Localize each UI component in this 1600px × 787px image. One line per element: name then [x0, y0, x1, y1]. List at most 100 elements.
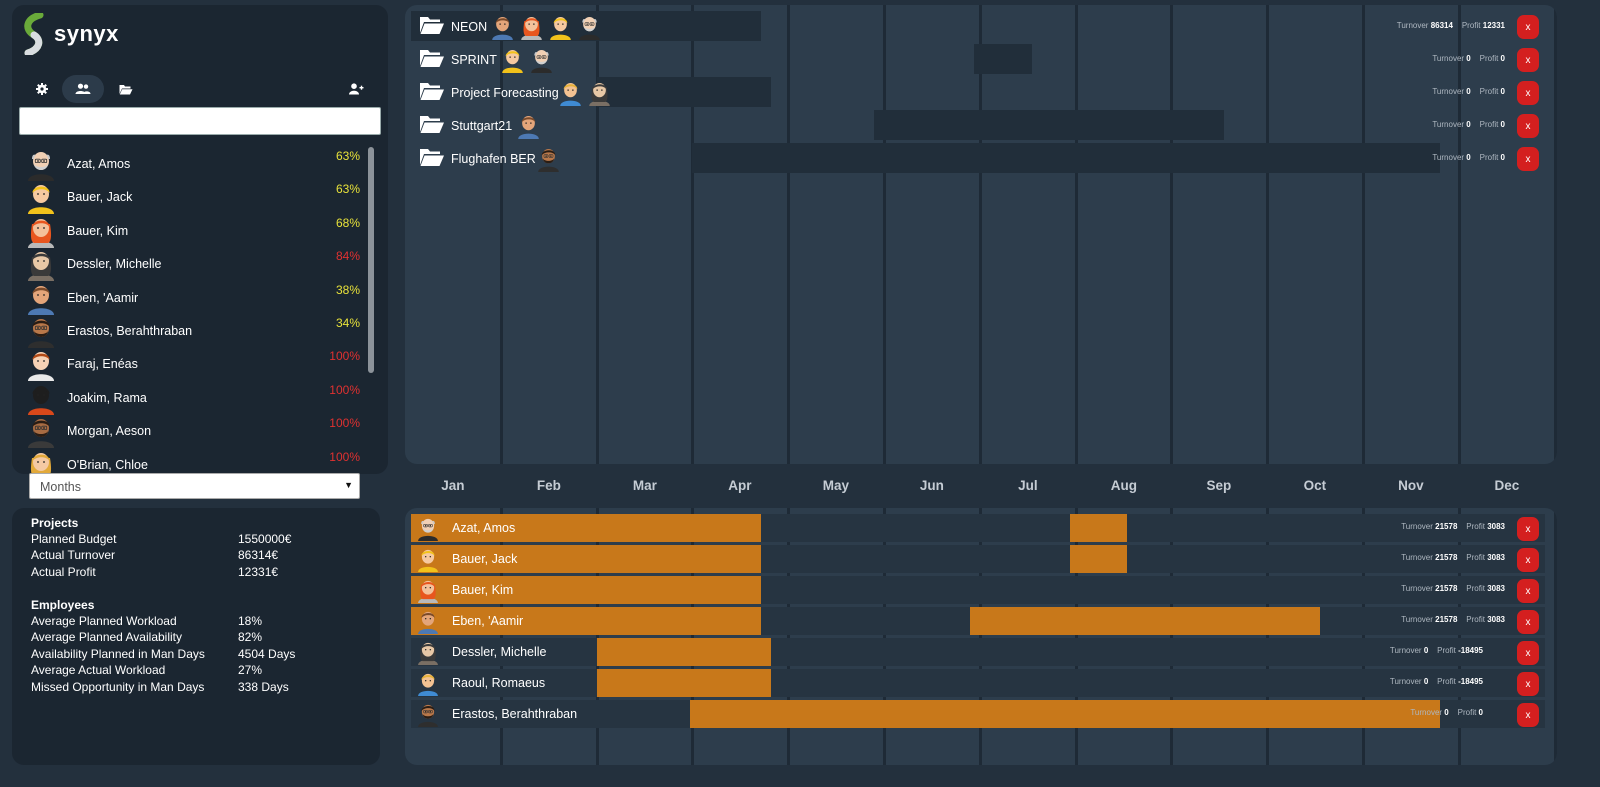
employee-list-item[interactable]: Dessler, Michelle 84% — [12, 247, 374, 282]
remove-project-button[interactable]: x — [1517, 147, 1539, 171]
employees-button[interactable] — [62, 75, 104, 103]
project-row[interactable]: Flughafen BER Turnover 0 Profit 0 x — [405, 143, 1557, 173]
stat-label: Actual Turnover — [31, 548, 116, 563]
remove-project-button[interactable]: x — [1517, 48, 1539, 72]
project-team-avatars — [489, 13, 603, 40]
employee-list-item[interactable]: Erastos, Berahthraban 34% — [12, 314, 374, 348]
scrollbar-thumb[interactable] — [368, 147, 374, 373]
assignment-row[interactable]: Erastos, Berahthraban Turnover 0 Profit 0… — [405, 700, 1557, 728]
project-timeline-bar[interactable] — [874, 110, 1224, 140]
project-financials: Turnover 0 Profit 0 — [1432, 54, 1505, 63]
assignment-timeline-bar[interactable] — [411, 576, 761, 604]
employee-name: Eben, 'Aamir — [67, 290, 139, 305]
assignment-employee-name: Erastos, Berahthraban — [452, 707, 578, 721]
turnover-value: 86314 — [1430, 21, 1453, 30]
sidebar-toolbar — [18, 73, 382, 105]
assignment-row[interactable]: Eben, 'Aamir Turnover 21578 Profit 3083 x — [405, 607, 1557, 635]
remove-project-button[interactable]: x — [1517, 114, 1539, 138]
stat-value: 86314€ — [238, 548, 279, 563]
remove-assignment-button[interactable]: x — [1517, 672, 1539, 696]
employee-name: Bauer, Kim — [67, 223, 129, 238]
month-gridline — [1266, 508, 1269, 765]
profit-value: -18495 — [1458, 646, 1483, 655]
folder-open-icon — [119, 84, 133, 94]
turnover-label: Turnover — [1401, 553, 1433, 562]
turnover-label: Turnover — [1401, 584, 1433, 593]
month-gridline — [979, 508, 982, 765]
assignment-timeline-bar[interactable] — [1070, 545, 1127, 573]
avatar — [24, 347, 58, 386]
project-timeline-bar[interactable] — [692, 143, 1440, 173]
project-row[interactable]: Project Forecasting Turnover 0 Profit 0 x — [405, 77, 1557, 107]
assignment-timeline-bar[interactable] — [690, 700, 1440, 728]
projects-button[interactable] — [106, 75, 146, 103]
assignment-timeline-bar[interactable] — [1070, 514, 1127, 542]
synyx-logo-icon — [24, 13, 44, 55]
remove-project-button[interactable]: x — [1517, 81, 1539, 105]
project-row[interactable]: SPRINT Turnover 0 Profit 0 x — [405, 44, 1557, 74]
search-input[interactable] — [19, 107, 381, 135]
employee-list-item[interactable]: Azat, Amos 63% — [12, 147, 374, 181]
assignment-employee-name: Dessler, Michelle — [452, 645, 547, 659]
profit-value: 3083 — [1487, 553, 1505, 562]
month-label: Oct — [1303, 478, 1327, 493]
project-row[interactable]: Stuttgart21 Turnover 0 Profit 0 x — [405, 110, 1557, 140]
project-row[interactable]: NEON Turnover 86314 Profit 12331 x — [405, 11, 1557, 41]
avatar — [415, 546, 441, 577]
avatar-bald-man-icon — [28, 152, 54, 181]
remove-assignment-button[interactable]: x — [1517, 703, 1539, 727]
employee-name: Faraj, Enéas — [67, 357, 138, 372]
project-timeline-bar[interactable] — [974, 44, 1032, 74]
project-timeline-bar[interactable] — [597, 77, 771, 107]
employee-list-item[interactable]: Bauer, Kim 68% — [12, 214, 374, 248]
assignment-row[interactable]: Azat, Amos Turnover 21578 Profit 3083 x — [405, 514, 1557, 542]
remove-assignment-button[interactable]: x — [1517, 610, 1539, 634]
remove-assignment-button[interactable]: x — [1517, 641, 1539, 665]
month-gridline — [1362, 5, 1365, 464]
remove-project-button[interactable]: x — [1517, 15, 1539, 39]
settings-button[interactable] — [22, 75, 62, 103]
assignment-timeline-bar[interactable] — [411, 607, 761, 635]
profit-label: Profit — [1479, 54, 1499, 63]
assignment-timeline-bar[interactable] — [597, 669, 771, 697]
timescale-select[interactable]: Months ▼ — [29, 473, 360, 499]
workload-percent: 63% — [335, 149, 360, 163]
project-name: NEON — [451, 20, 488, 34]
assignment-timeline-bar[interactable] — [411, 545, 761, 573]
avatar-dark-hair-woman-icon — [28, 252, 54, 282]
employee-list-item[interactable]: Morgan, Aeson 100% — [12, 414, 374, 449]
avatar — [24, 281, 58, 320]
assignment-timeline-bar[interactable] — [411, 514, 761, 542]
employee-list-item[interactable]: Bauer, Jack 63% — [12, 180, 374, 215]
assignment-employee-name: Azat, Amos — [452, 521, 516, 535]
folder-open-icon — [420, 17, 444, 34]
employee-list-item[interactable]: O'Brian, Chloe 100% — [12, 448, 374, 474]
workload-percent: 38% — [335, 282, 360, 297]
assignment-timeline-bar[interactable] — [970, 607, 1320, 635]
add-employee-button[interactable] — [336, 75, 376, 103]
month-label: Feb — [536, 478, 561, 493]
assignment-row[interactable]: Dessler, Michelle Turnover 0 Profit -1849… — [405, 638, 1557, 666]
remove-assignment-button[interactable]: x — [1517, 517, 1539, 541]
turnover-value: 0 — [1423, 677, 1429, 686]
employee-list-item[interactable]: Faraj, Enéas 100% — [12, 347, 374, 382]
turnover-label: Turnover — [1401, 522, 1433, 531]
employee-list-item[interactable]: Joakim, Rama 100% — [12, 381, 374, 415]
employee-list-scrollbar[interactable] — [368, 147, 374, 373]
assignment-timeline-bar[interactable] — [597, 638, 771, 666]
assignment-row[interactable]: Bauer, Kim Turnover 21578 Profit 3083 x — [405, 576, 1557, 604]
employee-list-item[interactable]: Eben, 'Aamir 38% — [12, 281, 374, 315]
app-name: synyx — [54, 21, 119, 46]
remove-assignment-button[interactable]: x — [1517, 579, 1539, 603]
stat-value: 338 Days — [238, 679, 289, 694]
project-financials: Turnover 0 Profit 0 — [1432, 120, 1505, 129]
month-gridline — [500, 508, 503, 765]
turnover-label: Turnover — [1389, 677, 1422, 686]
assignment-row[interactable]: Bauer, Jack Turnover 21578 Profit 3083 x — [405, 545, 1557, 573]
workload-percent: 68% — [335, 215, 360, 230]
assignment-row[interactable]: Raoul, Romaeus Turnover 0 Profit -18495 x — [405, 669, 1557, 697]
folder-open-icon — [420, 149, 444, 166]
remove-assignment-button[interactable]: x — [1517, 548, 1539, 572]
workload-percent: 84% — [335, 249, 360, 264]
turnover-value: 0 — [1466, 87, 1471, 96]
